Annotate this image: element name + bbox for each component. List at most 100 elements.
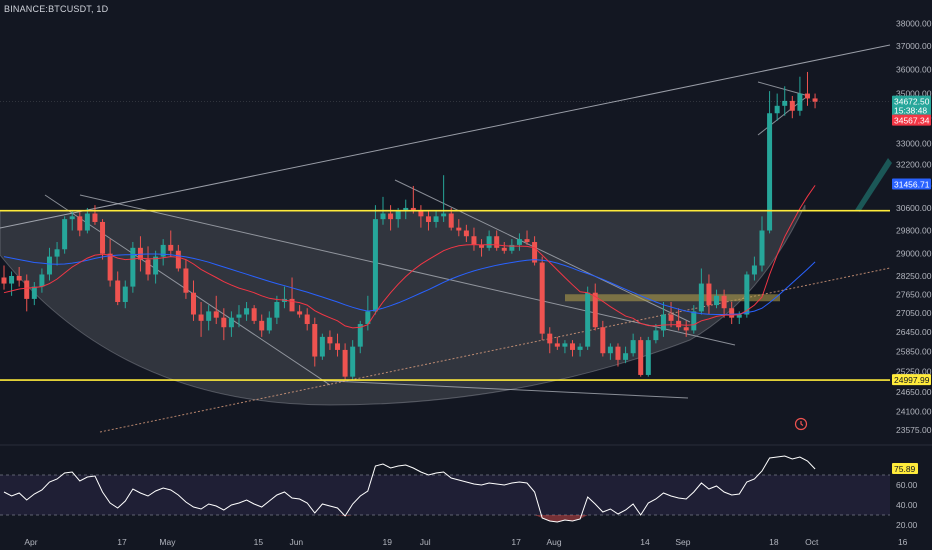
candle-body	[130, 247, 136, 287]
candle-body	[312, 324, 318, 357]
candle-body	[516, 239, 522, 245]
price-tick-label: 26450.00	[896, 327, 932, 337]
time-tick-label: 14	[640, 537, 650, 547]
candle-body	[9, 275, 15, 284]
candle-body	[463, 230, 469, 237]
falling-channel-upper-line	[79, 194, 736, 346]
candle-body	[486, 236, 492, 248]
price-tick-label: 30600.00	[896, 203, 932, 213]
time-tick-label: 15	[254, 537, 264, 547]
candle-body	[751, 265, 757, 275]
candle-body	[274, 301, 280, 318]
candle-body	[244, 308, 250, 315]
candle-body	[630, 340, 636, 354]
rsi-tick-label: 60.00	[896, 480, 918, 490]
candle-body	[494, 236, 500, 248]
candle-body	[425, 216, 431, 222]
time-axis[interactable]: Apr17May15Jun19Jul17Aug14Sep18Oct16Nov13…	[24, 537, 932, 547]
candle-body	[153, 256, 159, 275]
candle-body	[198, 314, 204, 321]
price-axis[interactable]: 38000.0037000.0036000.0035000.0034000.00…	[896, 19, 932, 530]
candle-body	[532, 242, 538, 263]
time-tick-label: Aug	[546, 537, 561, 547]
candle-body	[259, 320, 265, 331]
price-tick-label: 23575.00	[896, 425, 932, 435]
candle-body	[365, 311, 371, 325]
candle-body	[160, 244, 166, 257]
candle-body	[350, 346, 356, 377]
candle-body	[175, 250, 181, 269]
candle-body	[448, 213, 454, 228]
alert-clock-icon[interactable]	[794, 417, 808, 431]
candle-body	[145, 259, 151, 275]
candle-body	[668, 314, 674, 321]
price-label-tag	[892, 104, 931, 116]
candle-body	[706, 283, 712, 306]
candle-body	[115, 280, 121, 302]
time-tick-label: Oct	[805, 537, 819, 547]
candle-body	[456, 227, 462, 231]
candle-body	[812, 98, 818, 102]
upper-rising-trendline	[0, 44, 891, 229]
price-label-text: 34672.50	[894, 97, 930, 107]
candle-body	[441, 213, 447, 217]
candle-body	[433, 216, 439, 222]
candle-body	[562, 343, 568, 347]
rsi-tick-label: 40.00	[896, 500, 918, 510]
candle-body	[524, 239, 530, 243]
candle-body	[721, 295, 727, 309]
candle-body	[638, 340, 644, 375]
candle-body	[759, 230, 765, 266]
candle-body	[342, 349, 348, 377]
candle-body	[213, 311, 219, 318]
price-tick-label: 36000.00	[896, 65, 932, 75]
price-label-text: 24997.99	[894, 375, 930, 385]
pennant-lower-line	[757, 97, 806, 136]
candle-body	[676, 320, 682, 328]
candle-body	[191, 292, 196, 315]
rounding-bottom-shading	[0, 204, 806, 406]
price-tick-label: 25250.00	[896, 367, 932, 377]
price-tick-label: 28250.00	[896, 271, 932, 281]
candle-body	[206, 311, 212, 321]
candle-body	[69, 216, 75, 220]
price-label-tag	[892, 178, 931, 190]
candle-body	[623, 353, 629, 360]
rsi-line	[3, 455, 816, 523]
price-tick-label: 37000.00	[896, 41, 932, 51]
candle-body	[46, 256, 52, 275]
price-tick-label: 27650.00	[896, 289, 932, 299]
moving-averages-layer	[3, 185, 816, 329]
price-tick-label: 33000.00	[896, 139, 932, 149]
candle-body	[607, 346, 613, 354]
candle-body	[410, 207, 416, 211]
candle-body	[31, 286, 37, 299]
candle-body	[168, 244, 174, 251]
resistance-box	[565, 294, 780, 302]
candle-body	[297, 311, 303, 315]
candle-body	[39, 274, 45, 287]
price-tick-label: 38000.00	[896, 19, 932, 29]
rsi-value-text: 75.89	[894, 464, 916, 474]
candle-body	[653, 330, 659, 341]
candle-body	[660, 314, 666, 331]
candle-body	[698, 283, 704, 312]
candle-body	[357, 324, 363, 347]
time-tick-label: Apr	[24, 537, 37, 547]
price-tick-label: 24650.00	[896, 387, 932, 397]
falling-channel-bottom-line	[309, 379, 689, 399]
trendline-layer	[0, 44, 892, 433]
candle-body	[107, 253, 113, 281]
price-tick-label: 35000.00	[896, 89, 932, 99]
candle-body	[221, 317, 227, 328]
candle-body	[577, 346, 583, 350]
candle-body	[714, 295, 720, 306]
candle-body	[16, 275, 22, 281]
candle-body	[471, 236, 477, 245]
candle-body	[380, 213, 386, 220]
rsi-tick-label: 20.00	[896, 520, 918, 530]
price-tick-label: 29000.00	[896, 249, 932, 259]
candle-body	[77, 216, 83, 231]
projection-arrow	[855, 158, 892, 212]
